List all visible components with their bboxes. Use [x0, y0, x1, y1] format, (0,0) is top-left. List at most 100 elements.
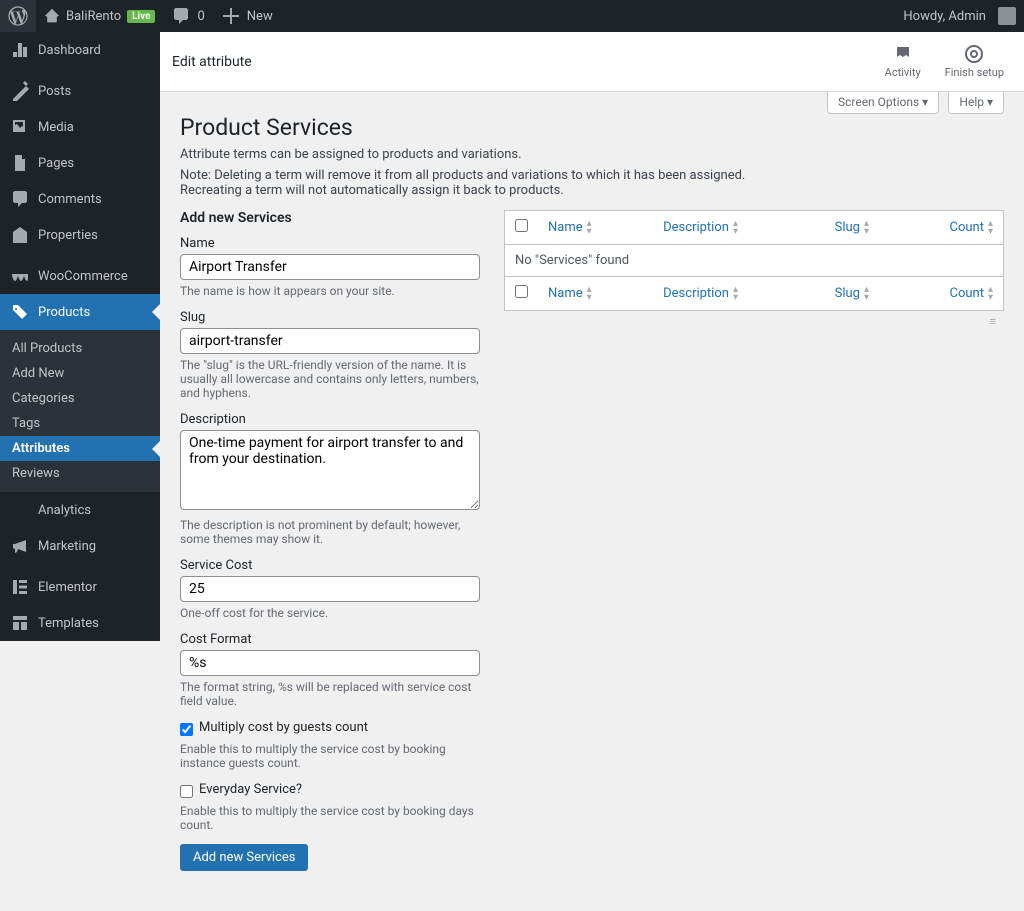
menu-templates-label: Templates — [38, 616, 99, 631]
cost-desc: One-off cost for the service. — [180, 606, 480, 620]
empty-row: No "Services" found — [505, 245, 1003, 276]
menu-posts: Posts — [0, 73, 160, 109]
menu-pages-label: Pages — [38, 156, 74, 171]
screen-options-button[interactable]: Screen Options ▾ — [827, 92, 939, 114]
menu-media: Media — [0, 109, 160, 145]
daily-label: Everyday Service? — [199, 782, 302, 797]
site-name-label: BaliRento — [66, 9, 121, 24]
howdy-text: Howdy, Admin — [903, 9, 986, 24]
submenu-tags: Tags — [0, 411, 160, 436]
submenu-reviews: Reviews — [0, 461, 160, 486]
new-content[interactable]: New — [213, 0, 281, 32]
submenu-attributes: Attributes — [0, 436, 160, 461]
cost-input[interactable] — [180, 576, 480, 602]
header-panel: Edit attribute Activity Finish setup — [160, 32, 1024, 92]
site-name[interactable]: BaliRento Live — [36, 0, 163, 32]
submenu-add-new: Add New — [0, 361, 160, 386]
slug-input[interactable] — [180, 328, 480, 354]
description-label: Description — [180, 412, 480, 427]
menu-analytics-label: Analytics — [38, 503, 91, 518]
slug-desc: The "slug" is the URL-friendly version o… — [180, 358, 480, 400]
products-submenu: All Products Add New Categories Tags Att… — [0, 330, 160, 492]
submit-button[interactable]: Add new Services — [180, 844, 308, 871]
page-title: Product Services — [180, 114, 1004, 141]
help-button[interactable]: Help ▾ — [948, 92, 1004, 114]
form-column: Add new Services Name The name is how it… — [180, 210, 480, 871]
menu-woocommerce: WooCommerce — [0, 258, 160, 294]
menu-marketing: Marketing — [0, 528, 160, 564]
sort-icon: ▴▾ — [864, 220, 869, 236]
menu-elementor-label: Elementor — [38, 580, 97, 595]
live-badge: Live — [127, 10, 155, 23]
sort-icon: ▴▾ — [587, 220, 592, 236]
menu-dashboard-label: Dashboard — [38, 43, 101, 58]
wp-logo[interactable] — [0, 0, 36, 32]
menu-analytics: Analytics — [0, 492, 160, 528]
name-label: Name — [180, 236, 480, 251]
empty-message: No "Services" found — [505, 245, 1003, 276]
sort-icon: ▴▾ — [864, 286, 869, 302]
sort-icon: ▴▾ — [733, 220, 738, 236]
comments-count[interactable]: 0 — [163, 0, 212, 32]
col-desc-header: Description ▴▾ — [653, 211, 825, 245]
guests-checkbox[interactable] — [180, 723, 193, 736]
intro-text: Attribute terms can be assigned to produ… — [180, 147, 780, 162]
table-footer-row: Name ▴▾ Description ▴▾ Slug ▴▾ Count ▴▾ — [505, 276, 1003, 310]
submenu-categories: Categories — [0, 386, 160, 411]
screen-meta-links: Screen Options ▾ Help ▾ — [821, 92, 1004, 114]
select-all-header — [505, 211, 538, 245]
menu-posts-label: Posts — [38, 84, 71, 99]
menu-comments-label: Comments — [38, 192, 102, 207]
cost-label: Service Cost — [180, 558, 480, 573]
finish-setup-button[interactable]: Finish setup — [945, 44, 1004, 79]
col-count-header: Count ▴▾ — [923, 211, 1003, 245]
format-input[interactable] — [180, 650, 480, 676]
menu-woocommerce-label: WooCommerce — [38, 269, 128, 284]
terms-table: Name ▴▾ Description ▴▾ Slug ▴▾ Count ▴▾ … — [504, 210, 1004, 311]
activity-button[interactable]: Activity — [885, 44, 921, 79]
finish-setup-label: Finish setup — [945, 66, 1004, 79]
activity-label: Activity — [885, 66, 921, 79]
slug-label: Slug — [180, 310, 480, 325]
daily-checkbox[interactable] — [180, 785, 193, 798]
my-account[interactable]: Howdy, Admin — [895, 0, 1024, 32]
menu-templates: Templates — [0, 605, 160, 641]
menu-comments: Comments — [0, 181, 160, 217]
menu-dashboard: Dashboard — [0, 32, 160, 68]
admin-sidebar: Dashboard Posts Media Pages Comments Pro… — [0, 32, 160, 641]
description-desc: The description is not prominent by defa… — [180, 518, 480, 546]
sort-icon: ▴▾ — [733, 286, 738, 302]
avatar-icon — [998, 7, 1016, 25]
description-textarea[interactable]: One-time payment for airport transfer to… — [180, 430, 480, 510]
menu-products: Products All Products Add New Categories… — [0, 294, 160, 492]
table-header-row: Name ▴▾ Description ▴▾ Slug ▴▾ Count ▴▾ — [505, 211, 1003, 245]
col-name-header: Name ▴▾ — [538, 211, 653, 245]
menu-properties: Properties — [0, 217, 160, 253]
menu-marketing-label: Marketing — [38, 539, 96, 554]
table-column: Name ▴▾ Description ▴▾ Slug ▴▾ Count ▴▾ … — [504, 210, 1004, 871]
sort-icon: ▴▾ — [988, 220, 993, 236]
name-desc: The name is how it appears on your site. — [180, 284, 480, 298]
format-label: Cost Format — [180, 632, 480, 647]
main-body: Edit attribute Activity Finish setup Scr… — [160, 32, 1024, 911]
select-all-checkbox-footer[interactable] — [515, 285, 528, 298]
select-all-checkbox[interactable] — [515, 219, 528, 232]
menu-media-label: Media — [38, 120, 74, 135]
guests-label: Multiply cost by guests count — [199, 720, 368, 735]
format-desc: The format string, %s will be replaced w… — [180, 680, 480, 708]
menu-properties-label: Properties — [38, 228, 98, 243]
menu-elementor: Elementor — [0, 569, 160, 605]
form-heading: Add new Services — [180, 210, 480, 226]
sort-icon: ▴▾ — [587, 286, 592, 302]
submenu-all-products: All Products — [0, 336, 160, 361]
new-label: New — [247, 9, 273, 24]
name-input[interactable] — [180, 254, 480, 280]
comments-count-num: 0 — [197, 9, 204, 24]
guests-desc: Enable this to multiply the service cost… — [180, 742, 480, 770]
col-slug-header: Slug ▴▾ — [825, 211, 923, 245]
header-title: Edit attribute — [172, 54, 252, 70]
table-nav: ≡ — [504, 311, 1004, 332]
content-wrap: Product Services Attribute terms can be … — [160, 92, 1024, 911]
daily-desc: Enable this to multiply the service cost… — [180, 804, 480, 832]
menu-products-label: Products — [38, 305, 90, 320]
